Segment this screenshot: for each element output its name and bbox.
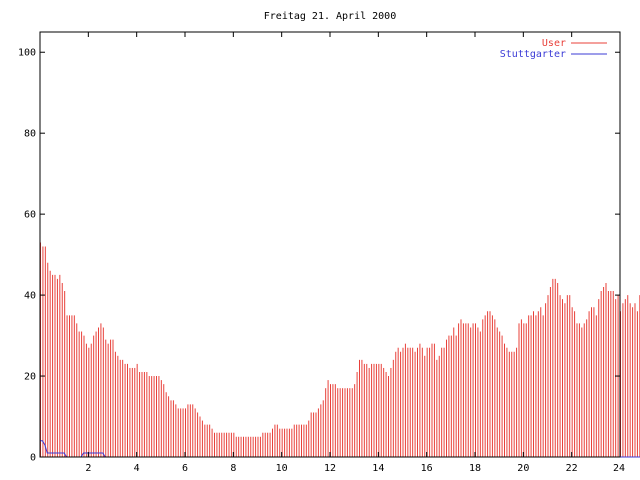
y-tick-label: 80	[24, 129, 36, 140]
x-tick-label: 8	[230, 463, 236, 474]
y-tick-label: 40	[24, 291, 36, 302]
chart-title: Freitag 21. April 2000	[264, 11, 396, 22]
legend-label-stuttgarter: Stuttgarter	[500, 49, 566, 60]
x-tick-label: 6	[182, 463, 188, 474]
x-tick-label: 4	[134, 463, 140, 474]
y-axis: 0 20 40 60 80 100	[18, 48, 620, 464]
x-tick-label: 10	[276, 463, 288, 474]
legend: User Stuttgarter	[500, 38, 607, 60]
x-tick-label: 12	[324, 463, 336, 474]
y-tick-label: 100	[18, 48, 36, 59]
x-tick-label: 18	[469, 463, 481, 474]
legend-label-user: User	[542, 38, 566, 49]
y-tick-label: 60	[24, 210, 36, 221]
user-series-bars	[40, 242, 640, 457]
y-tick-label: 0	[30, 453, 36, 464]
x-tick-label: 20	[517, 463, 529, 474]
x-tick-label: 24	[613, 463, 625, 474]
x-tick-label: 16	[421, 463, 433, 474]
x-tick-label: 14	[372, 463, 384, 474]
x-tick-label: 22	[566, 463, 578, 474]
x-tick-label: 2	[85, 463, 91, 474]
y-tick-label: 20	[24, 372, 36, 383]
x-axis: 2 4 6 8 10 12 14 16 18 20 22 24	[85, 32, 625, 474]
